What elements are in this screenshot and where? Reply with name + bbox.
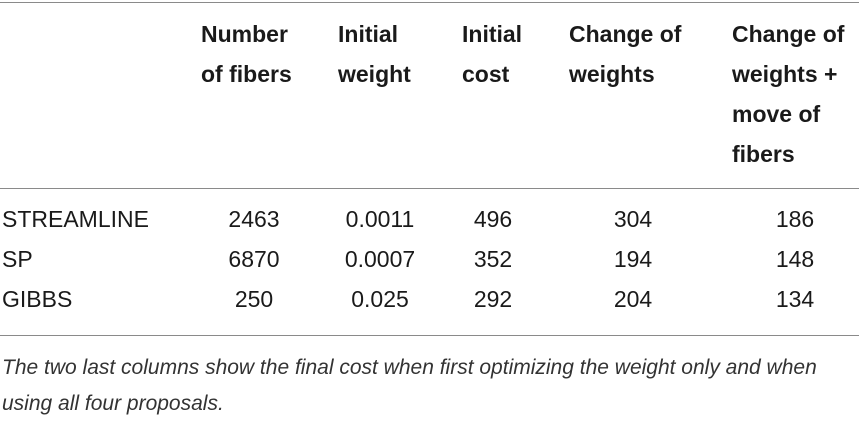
header-change-of-weights-move-of-fibers: Change of weights + move of fibers: [732, 14, 844, 174]
cell-initial-cost: 292: [473, 286, 513, 312]
row-name: STREAMLINE: [2, 206, 149, 232]
cell-change-of-weights: 204: [613, 286, 653, 312]
header-line: Number: [201, 21, 288, 47]
header-line: weight: [338, 61, 411, 87]
header-line: cost: [462, 61, 510, 87]
header-line: Initial: [338, 21, 399, 47]
header-line: move of: [732, 101, 821, 127]
cell-change-of-weights: 194: [613, 246, 653, 272]
cell-initial-cost: 496: [473, 206, 513, 232]
cell-number-of-fibers: 250: [234, 286, 274, 312]
table-top-rule: [0, 2, 859, 3]
cell-initial-weight: 0.0007: [344, 246, 416, 272]
cell-change-of-weights: 304: [613, 206, 653, 232]
cell-change-of-weights-move: 134: [775, 286, 815, 312]
cell-initial-weight: 0.0011: [345, 206, 415, 232]
header-line: weights: [569, 61, 655, 87]
table-bottom-rule: [0, 335, 859, 336]
cell-initial-cost: 352: [473, 246, 513, 272]
header-line: fibers: [732, 141, 795, 167]
cell-initial-weight: 0.025: [351, 286, 409, 312]
cell-number-of-fibers: 2463: [228, 206, 280, 232]
table-header-rule: [0, 188, 859, 189]
header-line: Initial: [462, 21, 523, 47]
header-change-of-weights: Change of weights: [569, 14, 681, 94]
header-initial-cost: Initial cost: [462, 14, 522, 94]
row-name: SP: [2, 246, 33, 272]
table-caption: The two last columns show the final cost…: [2, 356, 817, 415]
header-line: weights +: [732, 61, 838, 87]
cell-change-of-weights-move: 148: [775, 246, 815, 272]
header-line: Change of: [732, 21, 845, 47]
header-line: Change of: [569, 21, 682, 47]
cell-number-of-fibers: 6870: [228, 246, 280, 272]
cell-change-of-weights-move: 186: [775, 206, 815, 232]
row-name: GIBBS: [2, 286, 73, 312]
header-line: of fibers: [201, 61, 292, 87]
header-initial-weight: Initial weight: [338, 14, 411, 94]
header-number-of-fibers: Number of fibers: [201, 14, 292, 94]
